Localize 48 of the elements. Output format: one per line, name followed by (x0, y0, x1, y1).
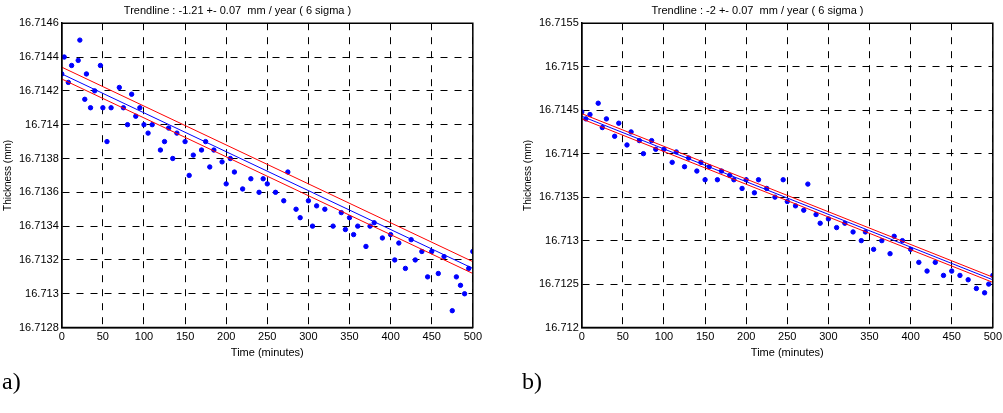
y-tick-label: 16.7128 (19, 320, 59, 333)
y-tick-label: 16.7155 (539, 16, 579, 29)
y-tick-label: 16.7146 (19, 16, 59, 29)
x-axis-title: Time (minutes) (750, 346, 824, 359)
x-tick-label: 400 (381, 330, 400, 343)
x-tick-label: 250 (258, 330, 277, 343)
y-tick-label: 16.7134 (19, 219, 59, 232)
y-tick-label: 16.715 (545, 59, 579, 72)
y-tick-label: 16.7135 (539, 190, 579, 203)
x-tick-label: 0 (578, 330, 585, 343)
y-tick-label: 16.714 (25, 117, 59, 130)
x-tick-label: 50 (96, 330, 109, 343)
y-tick-label: 16.714 (545, 146, 579, 159)
x-tick-label: 500 (463, 330, 482, 343)
x-tick-label: 200 (737, 330, 756, 343)
y-tick-label: 16.7144 (19, 50, 59, 63)
x-tick-label: 100 (134, 330, 154, 343)
y-tick-label: 16.713 (545, 233, 579, 246)
x-tick-label: 350 (340, 330, 359, 343)
x-tick-label: 50 (616, 330, 629, 343)
y-tick-label: 16.712 (545, 320, 579, 333)
x-tick-label: 200 (217, 330, 236, 343)
y-tick-label: 16.7142 (19, 83, 59, 96)
y-tick-label: 16.7125 (539, 277, 579, 290)
text: b) (522, 368, 542, 395)
chart-title: Trendline : -1.21 +- 0.07 mm / year ( 6 sigma ) (123, 3, 352, 16)
x-tick-label: 0 (58, 330, 65, 343)
x-tick-label: 300 (299, 330, 318, 343)
x-tick-label: 150 (695, 330, 715, 343)
chart-title: Trendline : -2 +- 0.07 mm / year ( 6 sigma ) (651, 3, 864, 16)
y-tick-label: 16.7138 (19, 151, 59, 164)
text: a) (2, 368, 21, 395)
x-tick-label: 150 (175, 330, 195, 343)
x-tick-label: 400 (901, 330, 920, 343)
y-axis-title: Thickness (mm) (1, 139, 13, 211)
y-tick-label: 16.7136 (19, 185, 59, 198)
x-tick-label: 300 (819, 330, 838, 343)
x-tick-label: 450 (942, 330, 961, 343)
y-tick-label: 16.7132 (19, 252, 59, 265)
x-tick-label: 500 (983, 330, 1002, 343)
x-tick-label: 250 (778, 330, 797, 343)
x-tick-label: 350 (860, 330, 879, 343)
y-tick-label: 16.7145 (539, 103, 579, 116)
x-axis-title: Time (minutes) (230, 346, 304, 359)
x-tick-label: 450 (422, 330, 441, 343)
y-axis-title: Thickness (mm) (521, 139, 533, 211)
y-tick-label: 16.713 (25, 286, 59, 299)
x-tick-label: 100 (654, 330, 674, 343)
